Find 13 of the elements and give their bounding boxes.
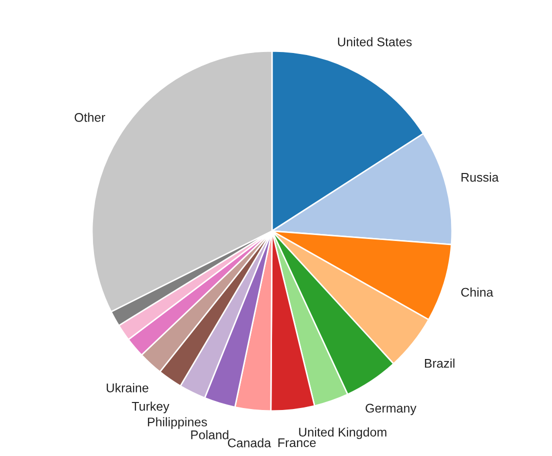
slice-label: Germany	[366, 404, 416, 416]
slice-label: France	[278, 438, 316, 448]
slice-label: Turkey	[132, 402, 170, 414]
slice-label: Brazil	[424, 358, 454, 368]
slice-label: Canada	[228, 438, 272, 448]
slice-label: Ukraine	[106, 383, 148, 392]
slice-label: China	[461, 288, 494, 297]
slice-label: United Kingdom	[299, 427, 386, 440]
slice-label: United States	[338, 37, 412, 46]
slice-label: Russia	[462, 172, 499, 182]
slice-label: Philippines	[148, 417, 207, 429]
slice-label: Other	[74, 112, 106, 122]
slice-label: Poland	[191, 430, 228, 440]
